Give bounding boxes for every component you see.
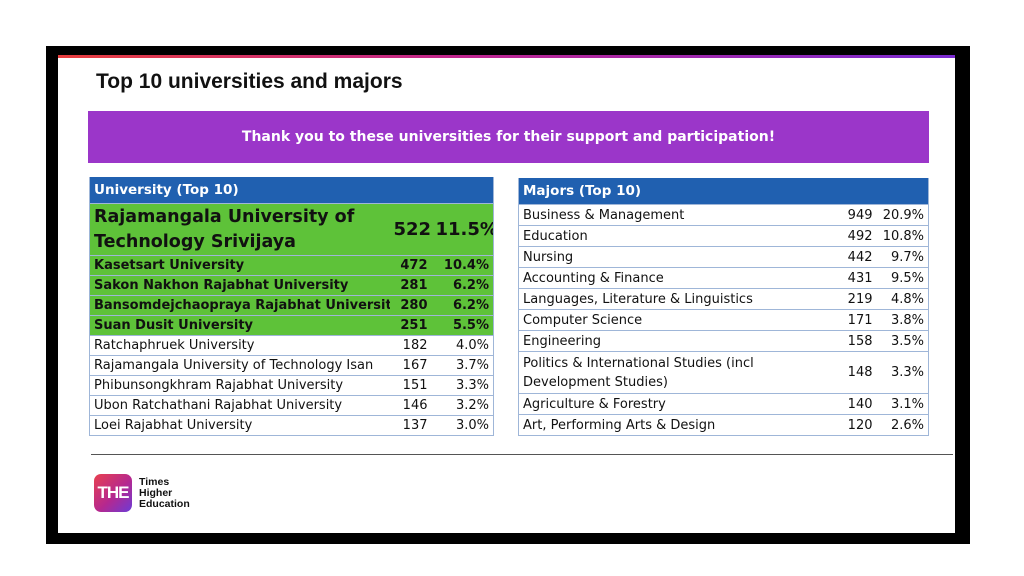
university-pct: 3.7%	[431, 355, 494, 376]
table-row: Ubon Ratchathani Rajabhat University 146…	[89, 395, 494, 416]
major-name: Accounting & Finance	[518, 267, 837, 289]
major-name: Politics & International Studies (incl D…	[518, 351, 837, 394]
major-name: Agriculture & Forestry	[518, 393, 837, 415]
university-pct: 10.4%	[431, 255, 494, 276]
university-count: 151	[389, 375, 432, 396]
university-name: Suan Dusit University	[89, 315, 390, 336]
university-count: 472	[389, 255, 432, 276]
logo-line-1: Times	[139, 476, 170, 488]
major-count: 442	[836, 246, 877, 268]
university-name: Ubon Ratchathani Rajabhat University	[89, 395, 390, 416]
major-pct: 3.1%	[876, 393, 929, 415]
major-name: Business & Management	[518, 204, 837, 226]
university-count: 280	[389, 295, 432, 316]
major-pct: 10.8%	[876, 225, 929, 247]
major-pct: 2.6%	[876, 414, 929, 436]
table-row: Ratchaphruek University 182 4.0%	[89, 335, 494, 356]
major-count: 158	[836, 330, 877, 352]
university-pct: 3.2%	[431, 395, 494, 416]
university-name: Phibunsongkhram Rajabhat University	[89, 375, 390, 396]
page-title: Top 10 universities and majors	[96, 70, 403, 93]
banner-text: Thank you to these universities for thei…	[241, 129, 776, 145]
major-name: Education	[518, 225, 837, 247]
major-pct: 20.9%	[876, 204, 929, 226]
university-pct: 6.2%	[431, 295, 494, 316]
major-name: Languages, Literature & Linguistics	[518, 288, 837, 310]
university-count: 522	[389, 203, 432, 256]
thank-you-banner: Thank you to these universities for thei…	[88, 111, 929, 163]
university-name: Ratchaphruek University	[89, 335, 390, 356]
university-count: 251	[389, 315, 432, 336]
logo-line-2: Higher	[139, 487, 173, 499]
universities-header: University (Top 10)	[89, 177, 494, 204]
major-count: 431	[836, 267, 877, 289]
majors-table: Majors (Top 10) Business & Management 94…	[518, 178, 929, 436]
university-pct: 11.5%	[431, 203, 494, 256]
major-pct: 9.5%	[876, 267, 929, 289]
major-pct: 4.8%	[876, 288, 929, 310]
university-name: Sakon Nakhon Rajabhat University	[89, 275, 390, 296]
divider	[91, 454, 953, 455]
major-count: 140	[836, 393, 877, 415]
table-row: Business & Management 949 20.9%	[518, 204, 929, 226]
table-row: Rajamangala University of Technology Sri…	[89, 203, 494, 256]
university-name: Rajamangala University of Technology Isa…	[89, 355, 390, 376]
table-row: Engineering 158 3.5%	[518, 330, 929, 352]
university-pct: 4.0%	[431, 335, 494, 356]
majors-header: Majors (Top 10)	[518, 178, 929, 205]
major-name: Engineering	[518, 330, 837, 352]
table-row: Art, Performing Arts & Design 120 2.6%	[518, 414, 929, 436]
university-pct: 3.3%	[431, 375, 494, 396]
university-name: Bansomdejchaopraya Rajabhat University	[89, 295, 390, 316]
table-row: Languages, Literature & Linguistics 219 …	[518, 288, 929, 310]
university-count: 146	[389, 395, 432, 416]
accent-line	[58, 55, 955, 58]
university-count: 281	[389, 275, 432, 296]
table-header-row: Majors (Top 10)	[518, 178, 929, 205]
major-count: 492	[836, 225, 877, 247]
university-count: 182	[389, 335, 432, 356]
major-pct: 3.3%	[876, 351, 929, 394]
universities-table: University (Top 10) Rajamangala Universi…	[89, 177, 495, 436]
university-name: Rajamangala University of Technology Sri…	[89, 203, 390, 256]
table-row: Agriculture & Forestry 140 3.1%	[518, 393, 929, 415]
logo-line-3: Education	[139, 498, 190, 510]
university-pct: 5.5%	[431, 315, 494, 336]
major-name: Art, Performing Arts & Design	[518, 414, 837, 436]
university-pct: 6.2%	[431, 275, 494, 296]
university-pct: 3.0%	[431, 415, 494, 436]
major-count: 171	[836, 309, 877, 331]
table-row: Kasetsart University 472 10.4%	[89, 255, 494, 276]
major-pct: 3.8%	[876, 309, 929, 331]
table-row: Rajamangala University of Technology Isa…	[89, 355, 494, 376]
table-row: Sakon Nakhon Rajabhat University 281 6.2…	[89, 275, 494, 296]
table-row: Phibunsongkhram Rajabhat University 151 …	[89, 375, 494, 396]
major-name: Computer Science	[518, 309, 837, 331]
university-count: 167	[389, 355, 432, 376]
table-row: Nursing 442 9.7%	[518, 246, 929, 268]
major-count: 148	[836, 351, 877, 394]
university-count: 137	[389, 415, 432, 436]
major-count: 219	[836, 288, 877, 310]
logo-wordmark: Times Higher Education	[139, 477, 190, 510]
table-row: Bansomdejchaopraya Rajabhat University 2…	[89, 295, 494, 316]
major-count: 949	[836, 204, 877, 226]
major-pct: 3.5%	[876, 330, 929, 352]
table-row: Suan Dusit University 251 5.5%	[89, 315, 494, 336]
table-row: Politics & International Studies (incl D…	[518, 351, 929, 394]
university-name: Kasetsart University	[89, 255, 390, 276]
university-name: Loei Rajabhat University	[89, 415, 390, 436]
table-row: Accounting & Finance 431 9.5%	[518, 267, 929, 289]
the-logo-icon: THE	[94, 474, 132, 512]
table-row: Loei Rajabhat University 137 3.0%	[89, 415, 494, 436]
major-count: 120	[836, 414, 877, 436]
major-pct: 9.7%	[876, 246, 929, 268]
major-name: Nursing	[518, 246, 837, 268]
table-header-row: University (Top 10)	[89, 177, 494, 204]
table-row: Computer Science 171 3.8%	[518, 309, 929, 331]
table-row: Education 492 10.8%	[518, 225, 929, 247]
logo-mark: THE	[97, 483, 130, 502]
